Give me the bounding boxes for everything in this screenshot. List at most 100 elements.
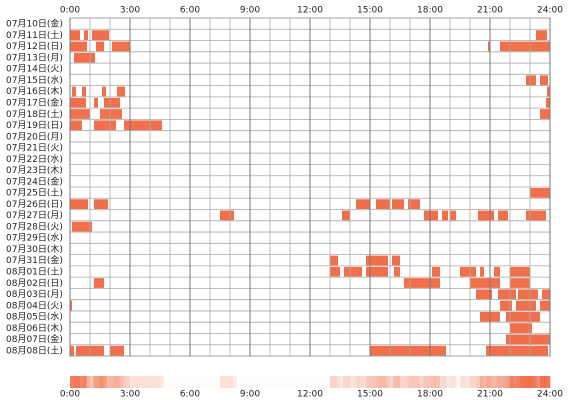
segment [70,199,88,210]
segment [72,221,92,232]
y-tick-label: 07月27日(月) [6,210,63,221]
density-cell [486,376,491,388]
y-tick-label: 07月13日(月) [6,52,63,63]
segment [506,311,540,322]
segment [540,75,548,86]
density-cell [380,376,384,388]
y-tick-label: 07月24日(金) [6,175,63,187]
density-cell [190,376,194,388]
density-cell [150,376,154,388]
segment [546,97,550,108]
segment [70,345,74,356]
segment [94,199,108,210]
segment [96,41,104,52]
density-cell [263,376,267,388]
density-cell [353,376,357,388]
density-cell [390,376,394,388]
density-cell [80,376,84,388]
segment [408,199,420,210]
x-tick-label-bottom: 12:00 [297,390,323,400]
density-cell [356,376,361,388]
y-tick-label: 07月16日(木) [6,85,63,97]
segment [526,210,546,221]
density-cell [386,376,391,388]
density-cell [473,376,477,388]
density-cell [130,376,134,388]
y-tick-label: 07月26日(日) [6,199,63,210]
y-tick-label: 07月31日(金) [6,254,63,266]
segment [220,210,234,221]
x-tick-label: 6:00 [180,6,200,16]
density-cell [220,376,224,388]
density-cell [286,376,291,388]
x-tick-label: 9:00 [240,6,260,16]
y-tick-label: 07月30日(木) [6,243,63,255]
density-cell [400,376,404,388]
density-cell [250,376,254,388]
density-cell [540,376,544,388]
density-cell [253,376,257,388]
density-cell [270,376,274,388]
segment [366,255,388,266]
segment [498,289,516,300]
segment [547,86,550,97]
segment [498,210,508,221]
y-tick-label: 07月12日(日) [6,41,63,52]
segment [74,52,95,63]
density-cell [293,376,297,388]
density-cell [296,376,301,388]
segment [356,199,370,210]
density-cell [180,376,184,388]
segment [70,41,87,52]
density-cell [193,376,197,388]
density-cell [326,376,331,388]
density-cell [533,376,537,388]
segment [94,97,98,108]
density-cell [406,376,411,388]
segment [424,210,438,221]
density-cell [146,376,151,388]
segment [460,266,476,277]
density-cell [410,376,414,388]
density-cell [163,376,167,388]
x-tick-label-bottom: 9:00 [240,390,260,400]
density-cell [113,376,117,388]
y-tick-label: 07月15日(水) [6,74,63,86]
density-cell [376,376,381,388]
segment [70,97,86,108]
density-cell [426,376,431,388]
y-tick-label: 08月06日(木) [6,322,63,334]
segment [70,300,72,311]
density-cell [170,376,174,388]
y-tick-label: 07月19日(日) [6,120,63,131]
density-cell [226,376,231,388]
segment [70,109,90,119]
density-cell [183,376,187,388]
density-cell [360,376,364,388]
density-cell [176,376,181,388]
segment [344,266,362,277]
segment [102,86,106,97]
y-tick-label: 08月02日(日) [6,278,63,289]
density-cell [216,376,221,388]
y-tick-label: 07月29日(水) [6,232,63,244]
density-cell [340,376,344,388]
density-cell [430,376,434,388]
x-tick-label: 3:00 [120,6,140,16]
segment [478,210,494,221]
x-tick-label-bottom: 3:00 [120,390,140,400]
density-cell [76,376,81,388]
density-cell [366,376,371,388]
density-cell [70,376,74,388]
density-cell [100,376,104,388]
x-tick-label-bottom: 24:00 [537,390,563,400]
segment [366,266,388,277]
segment [404,278,440,288]
x-tick-label-bottom: 6:00 [180,390,200,400]
segment [540,109,550,119]
density-cell [133,376,137,388]
density-cell [373,376,377,388]
density-cell [136,376,141,388]
density-cell [316,376,321,388]
x-tick-label-bottom: 18:00 [417,390,443,400]
